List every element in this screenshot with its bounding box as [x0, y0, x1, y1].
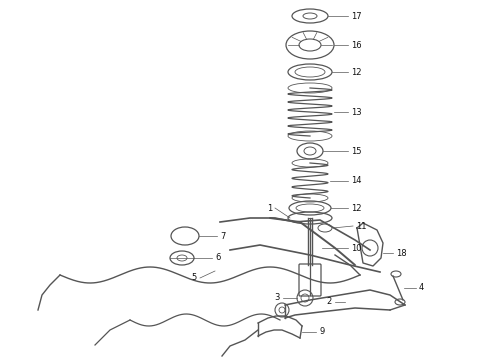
- Text: 16: 16: [351, 41, 362, 50]
- Text: 12: 12: [351, 203, 362, 212]
- Text: 9: 9: [319, 328, 324, 337]
- Text: 3: 3: [274, 293, 280, 302]
- Text: 4: 4: [419, 284, 424, 292]
- Text: 15: 15: [351, 147, 362, 156]
- Text: 13: 13: [351, 108, 362, 117]
- Text: 14: 14: [351, 176, 362, 185]
- Text: 12: 12: [351, 68, 362, 77]
- Text: 6: 6: [215, 253, 221, 262]
- Text: 11: 11: [356, 221, 367, 230]
- Text: 10: 10: [351, 243, 362, 252]
- Text: 7: 7: [220, 231, 225, 240]
- Text: 1: 1: [267, 203, 272, 212]
- Text: 5: 5: [192, 274, 197, 283]
- Text: 17: 17: [351, 12, 362, 21]
- Text: 2: 2: [327, 297, 332, 306]
- Text: 18: 18: [396, 248, 407, 257]
